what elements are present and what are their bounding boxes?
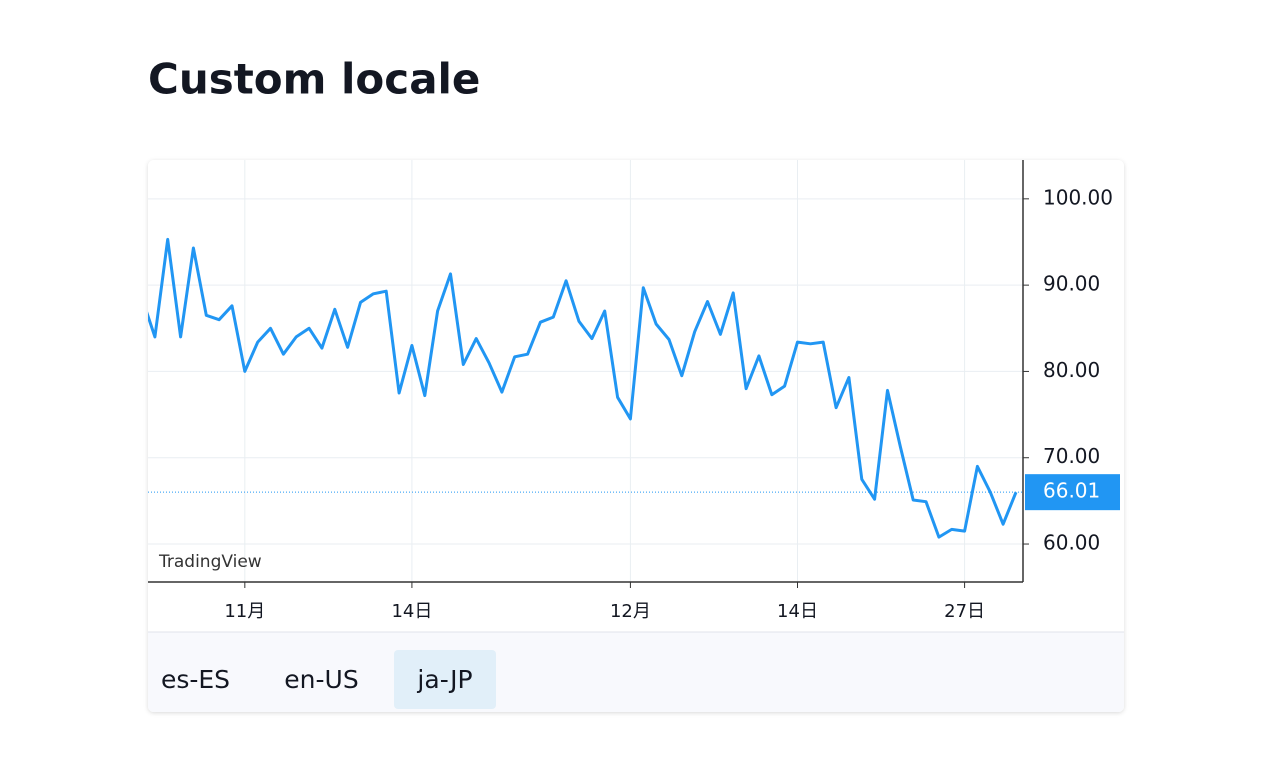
x-tick-label: 27日: [944, 601, 985, 622]
card: [148, 160, 1124, 712]
locale-button[interactable]: ja-JP: [394, 650, 496, 709]
last-price-box: [1025, 474, 1120, 511]
last-price-label: 66.01: [1043, 479, 1100, 503]
series-line: [148, 237, 1018, 539]
y-tick-label: 100.00: [1043, 185, 1113, 209]
locale-button-bg: [394, 650, 496, 709]
locale-button-label: es-ES: [161, 665, 230, 694]
locale-button[interactable]: en-US: [269, 650, 374, 709]
locale-bar: [148, 632, 1124, 712]
y-tick-label: 60.00: [1043, 531, 1100, 555]
locale-button[interactable]: es-ES: [148, 650, 243, 709]
plot-area: [148, 160, 1023, 582]
y-tick-label: 70.00: [1043, 444, 1100, 468]
page-title: Custom locale: [148, 55, 480, 104]
x-tick-label: 11月: [224, 601, 265, 622]
x-tick-label: 14日: [777, 601, 818, 622]
locale-button-label: en-US: [284, 665, 358, 694]
locale-button-label: ja-JP: [416, 665, 472, 694]
x-tick-label: 14日: [391, 601, 432, 622]
x-tick-label: 12月: [610, 601, 651, 622]
y-tick-label: 80.00: [1043, 358, 1100, 382]
y-tick-label: 90.00: [1043, 272, 1100, 296]
watermark: TradingView: [158, 552, 262, 572]
